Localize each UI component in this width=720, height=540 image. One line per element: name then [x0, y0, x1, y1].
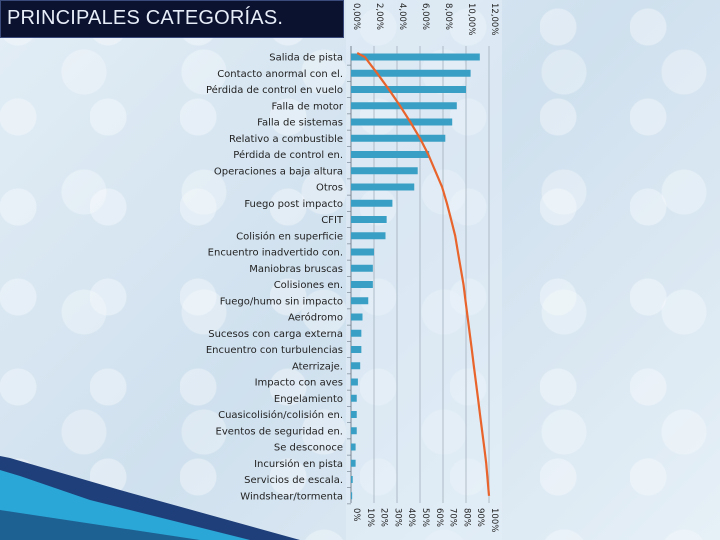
bottom-axis-tick-label: 40% [406, 508, 416, 527]
bar [351, 183, 415, 191]
bar [351, 427, 357, 435]
bar [351, 459, 356, 467]
category-label: Colisión en superficie [236, 230, 343, 242]
bar [351, 167, 418, 175]
bar [351, 297, 369, 305]
bar [351, 313, 363, 321]
category-label: Maniobras bruscas [249, 264, 343, 275]
category-label: Cuasicolisión/colisión en. [218, 409, 343, 421]
bar [351, 476, 353, 483]
bar [351, 232, 386, 240]
bar [351, 216, 387, 223]
category-label: Aeródromo [288, 312, 343, 324]
decor-dark-edge [0, 510, 200, 540]
bottom-axis-tick-label: 20% [379, 508, 389, 527]
bar [351, 281, 373, 288]
category-label: Otros [316, 183, 343, 194]
top-axis: 0,00% 2,00% 4,00% 6,00% 8,00% 10,00% 12,00% [351, 3, 499, 35]
bottom-axis-tick-label: 100% [489, 508, 499, 532]
bar [351, 362, 361, 370]
bar [351, 264, 373, 272]
category-label: Servicios de escala. [244, 475, 343, 486]
top-axis-tick-label: 12,00% [489, 3, 499, 35]
category-label: Aterrizaje. [292, 361, 343, 372]
top-axis-tick-label: 6,00% [420, 3, 430, 30]
bar [351, 69, 471, 77]
bottom-axis-tick-label: 60% [434, 508, 444, 527]
slide-title: PRINCIPALES CATEGORÍAS. [7, 7, 284, 29]
bar [351, 102, 457, 110]
bottom-axis-tick-label: 80% [461, 508, 471, 527]
top-axis-tick-label: 2,00% [374, 3, 384, 30]
category-label: Contacto anormal con el. [217, 69, 343, 80]
bottom-axis-tick-label: 90% [475, 508, 485, 527]
category-label: Falla de motor [271, 101, 343, 112]
bottom-axis-tick-label: 10% [365, 508, 375, 527]
cumulative-line [356, 52, 491, 496]
category-label: Operaciones a baja altura [214, 166, 343, 177]
category-label: Pérdida de control en. [233, 149, 343, 161]
bottom-axis-tick-label: 50% [420, 508, 430, 527]
category-label: Windshear/tormenta [240, 491, 343, 502]
top-axis-tick-label: 0,00% [351, 3, 361, 30]
category-label: Sucesos con carga externa [208, 329, 343, 340]
top-axis-tick-label: 8,00% [443, 3, 453, 30]
bar [351, 346, 362, 353]
bar [351, 86, 466, 93]
bar [351, 118, 453, 126]
category-label: CFIT [321, 215, 344, 226]
top-axis-tick-label: 4,00% [397, 3, 407, 30]
bar [351, 248, 374, 256]
category-label: Colisiones en. [274, 280, 343, 291]
category-label: Falla de sistemas [257, 118, 343, 129]
category-label: Encuentro inadvertido con. [208, 248, 343, 259]
bottom-axis-tick-label: 70% [448, 508, 458, 527]
category-label: Incursión en pista [254, 458, 343, 470]
category-label: Fuego post impacto [244, 199, 343, 210]
bar [351, 411, 357, 418]
category-label: Pérdida de control en vuelo [206, 84, 343, 96]
bar [351, 329, 362, 337]
category-label: Eventos de seguridad en. [216, 426, 343, 437]
bar [351, 492, 353, 500]
bar [351, 151, 430, 158]
bar [351, 199, 393, 207]
bar [351, 378, 358, 386]
slide-decoration [0, 456, 300, 540]
category-label: Relativo a combustible [229, 134, 343, 145]
category-label: Fuego/humo sin impacto [220, 296, 343, 307]
bottom-axis-tick-label: 30% [392, 508, 402, 527]
bar [351, 53, 480, 61]
bar [351, 134, 446, 142]
category-label: Impacto con aves [255, 378, 343, 389]
top-axis-tick-label: 10,00% [466, 3, 476, 35]
category-labels: Salida de pista Contacto anormal con el. P… [206, 53, 344, 503]
bar [351, 443, 356, 451]
cumulative-line-series [356, 52, 491, 496]
category-label: Engelamiento [274, 394, 343, 405]
bottom-axis-tick-label: 0% [351, 508, 361, 522]
category-label: Salida de pista [269, 53, 343, 64]
bottom-axis: 0% 10% 20% 30% 40% 50% 60% 70% 80% 90% 100% [351, 508, 499, 532]
bar-series [351, 53, 480, 500]
bar [351, 394, 357, 402]
category-label: Encuentro con turbulencias [206, 345, 343, 356]
category-label: Se desconoce [274, 443, 343, 454]
title-banner: PRINCIPALES CATEGORÍAS. [0, 0, 344, 38]
